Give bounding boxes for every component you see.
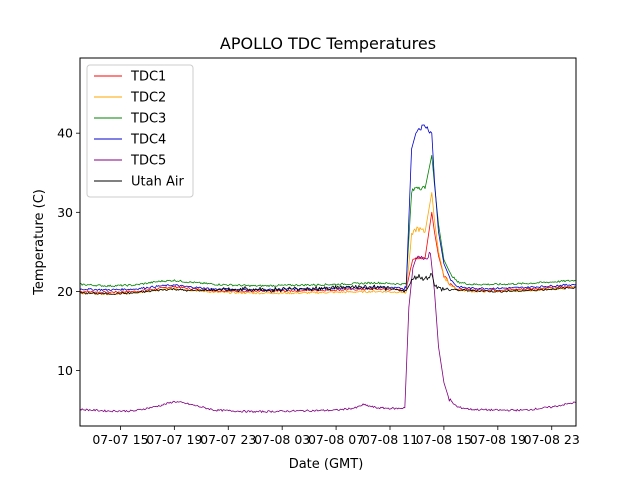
x-tick-label: 07-08 07	[308, 432, 364, 447]
y-tick-label: 40	[57, 126, 73, 141]
x-tick-label: 07-07 19	[146, 432, 202, 447]
series-line-tdc1	[79, 211, 577, 294]
legend-label-utah-air: Utah Air	[131, 175, 184, 190]
axes-frame	[79, 57, 577, 427]
x-tick-label: 07-07 15	[92, 432, 148, 447]
x-axis-label: Date (GMT)	[289, 457, 364, 472]
legend-label-tdc4: TDC4	[130, 133, 166, 148]
x-tick-label: 07-08 19	[470, 432, 526, 447]
series-line-tdc5	[79, 251, 577, 413]
series-line-tdc3	[79, 154, 577, 288]
legend-label-tdc5: TDC5	[130, 154, 166, 169]
x-tick-label: 07-08 03	[254, 432, 310, 447]
x-tick-label: 07-07 23	[200, 432, 256, 447]
series-line-utah-air	[79, 273, 577, 295]
x-tick-label: 07-08 23	[524, 432, 580, 447]
y-tick-label: 10	[57, 363, 73, 378]
chart-title: APOLLO TDC Temperatures	[220, 34, 436, 53]
x-tick-label: 07-08 15	[416, 432, 472, 447]
legend-label-tdc1: TDC1	[130, 70, 166, 85]
y-tick-label: 30	[57, 205, 73, 220]
legend: TDC1 TDC2 TDC3 TDC4 TDC5 Utah Air	[86, 64, 194, 198]
y-axis: 10 20 30 40	[57, 126, 80, 378]
y-tick-label: 20	[57, 284, 73, 299]
legend-label-tdc3: TDC3	[130, 112, 166, 127]
legend-box	[86, 64, 194, 198]
x-tick-label: 07-08 11	[362, 432, 418, 447]
y-axis-label: Temperature (C)	[32, 189, 47, 296]
legend-label-tdc2: TDC2	[130, 91, 166, 106]
series-layer	[79, 124, 577, 413]
